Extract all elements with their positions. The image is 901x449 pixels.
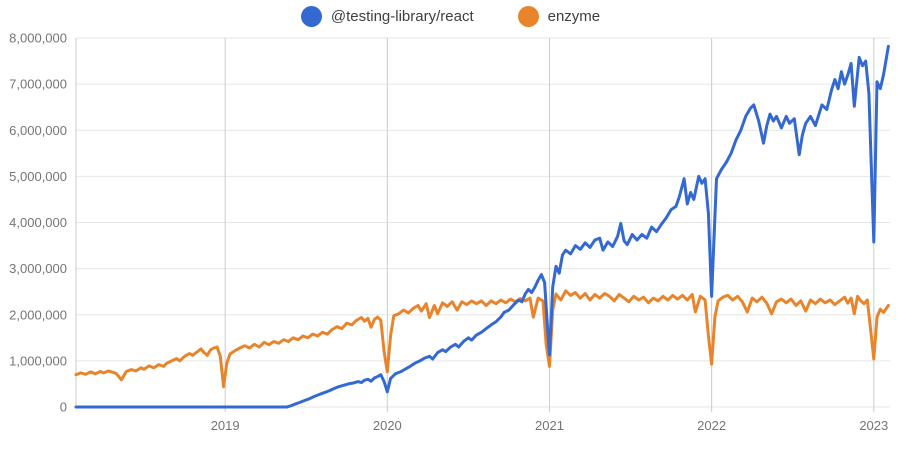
- series-line-enzyme[interactable]: [74, 289, 890, 389]
- legend-item-enzyme: enzyme: [517, 6, 601, 27]
- testing-library-react-series-dot-icon: [300, 6, 322, 27]
- legend-label-testing-library-react: @testing-library/react: [330, 8, 474, 25]
- legend-item-testing-library-react: @testing-library/react: [300, 6, 474, 27]
- x-axis-tick-label: 2023: [859, 418, 888, 433]
- y-axis-tick-label: 4,000,000: [9, 215, 67, 230]
- y-axis-tick-label: 2,000,000: [9, 307, 67, 322]
- y-axis-tick-label: 7,000,000: [9, 77, 67, 92]
- chart-legend: @testing-library/react enzyme: [0, 6, 901, 27]
- legend-label-enzyme: enzyme: [547, 8, 601, 25]
- x-axis-tick-label: 2022: [697, 418, 726, 433]
- x-axis-tick-label: 2020: [373, 418, 402, 433]
- y-axis-tick-label: 8,000,000: [9, 31, 67, 46]
- y-axis-tick-label: 1,000,000: [9, 353, 67, 368]
- x-axis-tick-label: 2021: [535, 418, 564, 433]
- y-axis-tick-label: 3,000,000: [9, 261, 67, 276]
- y-axis-tick-label: 5,000,000: [9, 169, 67, 184]
- y-axis-tick-label: 0: [60, 400, 67, 415]
- y-axis-tick-label: 6,000,000: [9, 123, 67, 138]
- series-line-testing-library-react[interactable]: [74, 44, 890, 409]
- enzyme-series-dot-icon: [517, 6, 539, 27]
- x-axis-tick-label: 2019: [211, 418, 240, 433]
